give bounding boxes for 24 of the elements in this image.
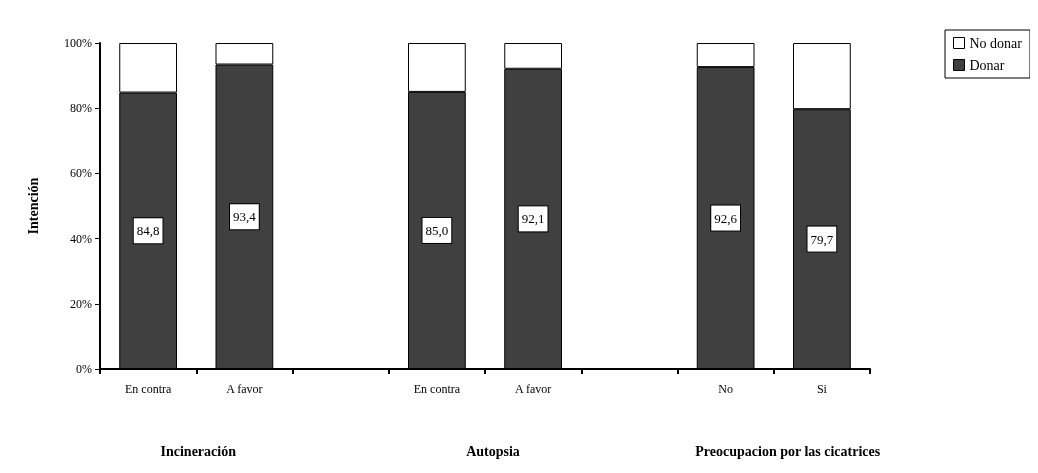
data-label: 79,7: [810, 231, 834, 247]
y-tick-label: 40%: [70, 231, 92, 246]
data-label: 85,0: [425, 222, 449, 238]
x-tick-label: A favor: [226, 382, 263, 396]
y-tick-label: 60%: [70, 166, 92, 181]
data-label: 93,4: [233, 209, 257, 225]
legend-label: No donar: [969, 35, 1023, 51]
data-label: 92,6: [714, 210, 738, 226]
y-tick-label: 100%: [64, 36, 92, 50]
data-label: 92,1: [521, 211, 545, 227]
x-tick-label: Si: [816, 382, 828, 396]
data-label: 84,8: [136, 223, 160, 239]
y-tick-label: 0%: [76, 362, 92, 376]
y-tick-label: 80%: [70, 101, 92, 116]
y-tick-label: 20%: [70, 296, 92, 311]
y-axis-title: Intención: [25, 177, 41, 235]
text: Autopsia: [466, 443, 520, 459]
x-tick-label: No: [718, 382, 733, 396]
text: Incineración: [160, 443, 237, 459]
x-tick-label: En contra: [413, 382, 461, 396]
x-tick-label: A favor: [514, 382, 552, 396]
x-tick-label: En contra: [124, 382, 172, 396]
text: Preocupacion por las cicatrices: [695, 443, 881, 459]
legend-label: Donar: [969, 57, 1005, 73]
